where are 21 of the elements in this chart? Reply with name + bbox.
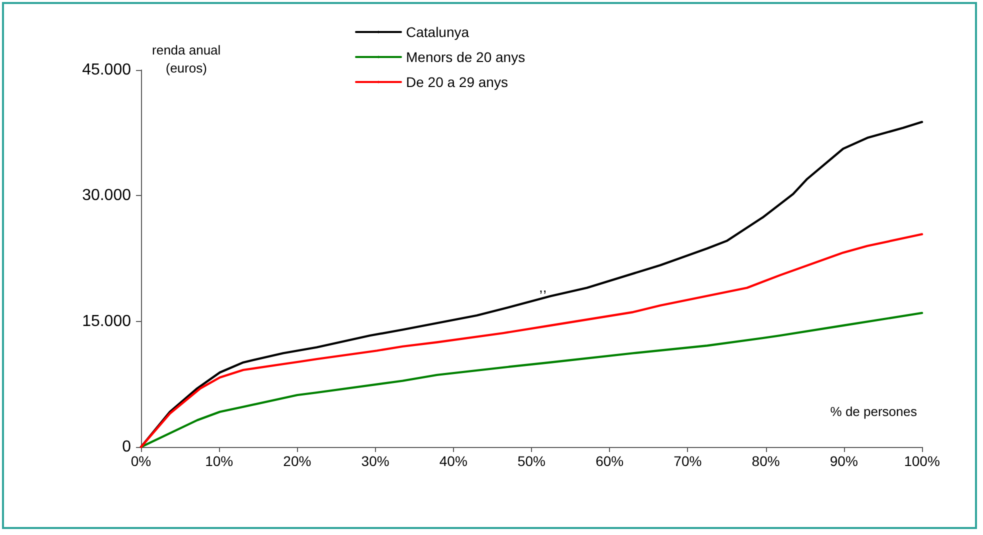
x-tick-label: 10% <box>205 453 234 469</box>
legend-label: De 20 a 29 anys <box>406 74 508 90</box>
y-tick-label: 30.000 <box>82 187 132 204</box>
x-tick-label: 80% <box>752 453 780 469</box>
y-axis-title: renda anual (euros) <box>152 42 221 76</box>
annotation: ,, <box>539 279 547 295</box>
x-tick-label: 60% <box>596 453 624 469</box>
y-tick-label: 0 <box>122 438 132 456</box>
x-tick-label: 30% <box>361 453 390 469</box>
x-tick-label: 50% <box>517 453 546 469</box>
legend-label: Catalunya <box>406 24 470 40</box>
x-tick-label: 40% <box>439 453 468 469</box>
x-tick-label: 70% <box>674 453 702 469</box>
y-tick-label: 45.000 <box>82 62 132 78</box>
x-axis-title: % de persones <box>830 404 918 419</box>
legend-label: Menors de 20 anys <box>406 49 526 65</box>
y-tick-label: 15.000 <box>82 312 132 330</box>
x-tick-label: 0% <box>130 453 152 469</box>
x-tick-label: 100% <box>904 453 940 469</box>
x-tick-label: 20% <box>283 453 312 469</box>
x-tick-label: 90% <box>830 453 858 469</box>
